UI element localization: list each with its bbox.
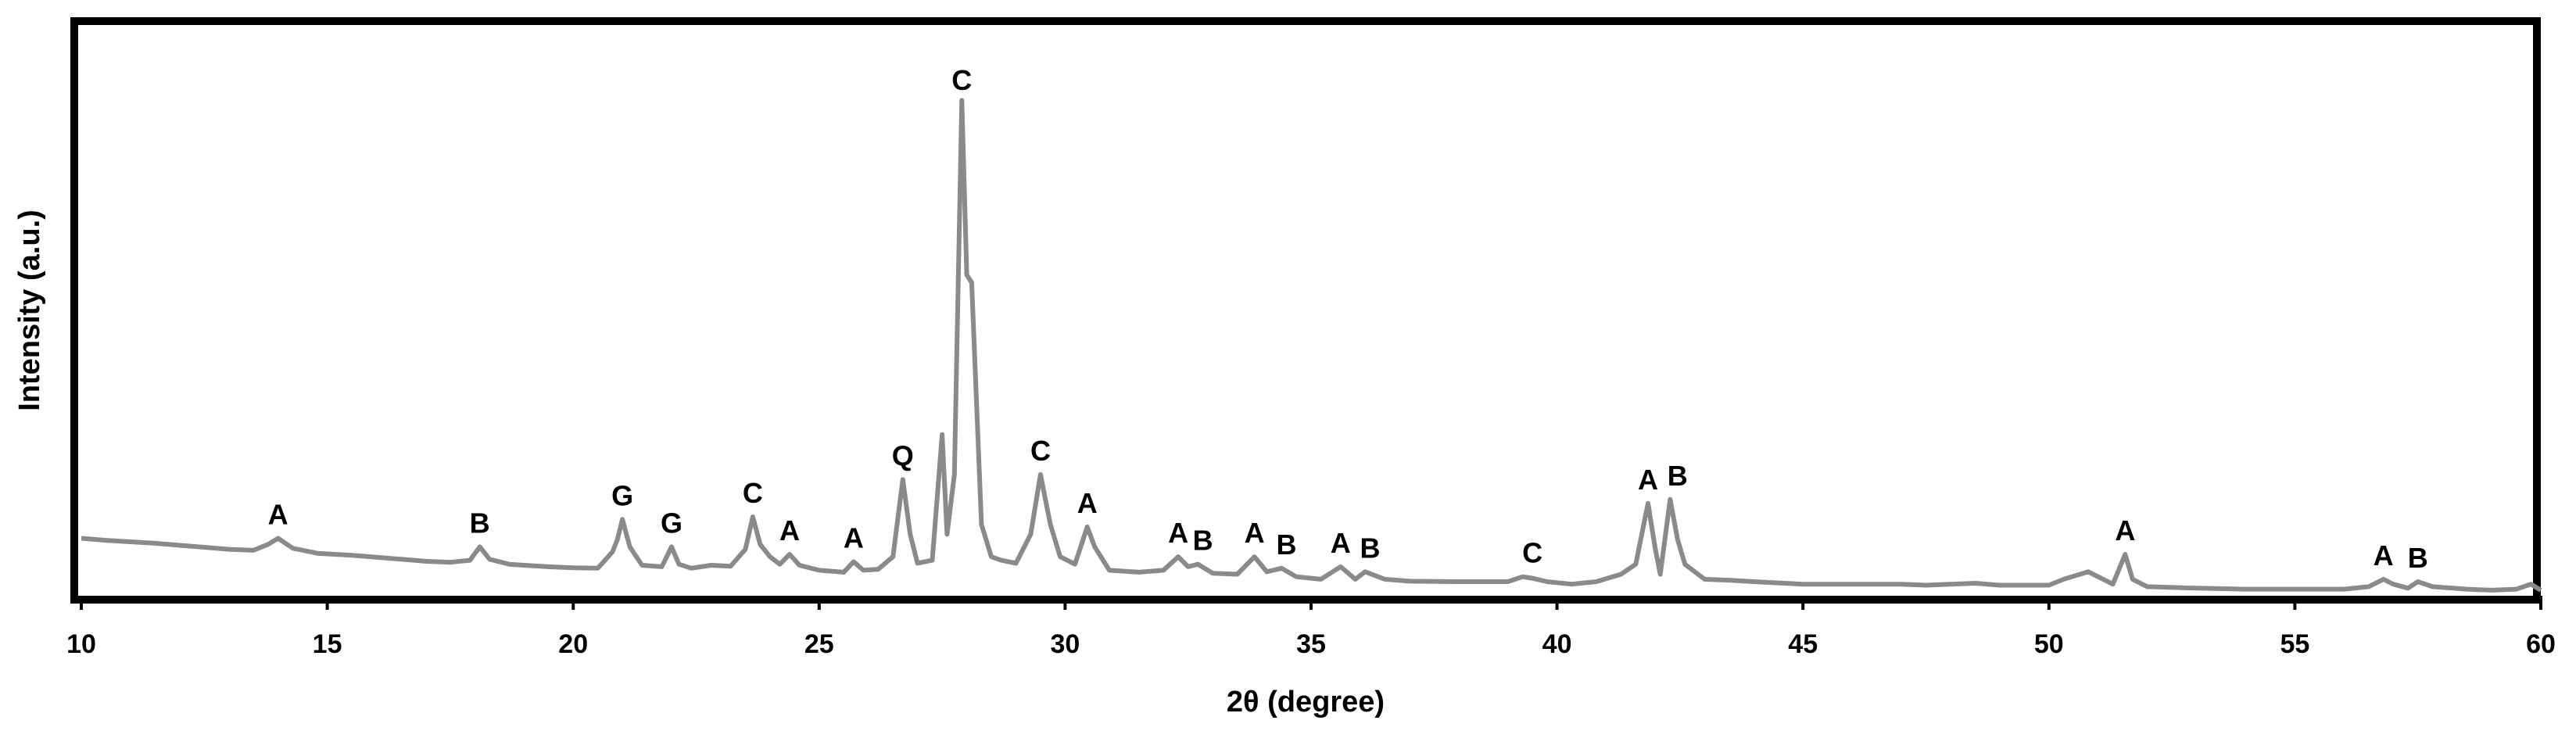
peak-label-0: A: [268, 499, 288, 531]
peak-label-13: A: [1245, 517, 1265, 549]
peak-label-3: G: [661, 507, 683, 539]
x-tick-label-40: 40: [1542, 629, 1572, 659]
peak-label-1: B: [470, 507, 490, 539]
peak-label-18: A: [1638, 464, 1658, 496]
y-axis-label: Intensity (a.u.): [13, 210, 46, 411]
peak-label-20: A: [2115, 514, 2135, 546]
x-axis-tick-labels: 10 15 20 25 30 35 40 45 50 55 60: [66, 629, 2556, 659]
x-tick-label-55: 55: [2280, 629, 2309, 659]
x-tick-label-45: 45: [1788, 629, 1818, 659]
x-tick-label-10: 10: [66, 629, 96, 659]
x-tick-label-35: 35: [1296, 629, 1326, 659]
x-tick-label-50: 50: [2034, 629, 2064, 659]
peak-label-6: A: [844, 522, 864, 554]
peak-label-9: C: [1030, 435, 1051, 467]
peak-label-14: B: [1277, 529, 1297, 561]
intensity-line: [81, 98, 2542, 593]
peak-label-16: B: [1360, 532, 1381, 564]
x-tick-label-15: 15: [313, 629, 342, 659]
peak-label-11: A: [1168, 517, 1188, 549]
peak-label-7: Q: [892, 439, 914, 471]
plot-frame: [70, 17, 2541, 604]
peak-label-8: C: [951, 64, 972, 96]
x-tick-label-30: 30: [1050, 629, 1080, 659]
peak-label-10: A: [1077, 487, 1098, 519]
peak-label-2: G: [611, 479, 633, 511]
x-axis-ticks: [80, 596, 2542, 610]
peak-label-12: B: [1193, 525, 1213, 557]
peak-label-4: C: [743, 477, 763, 509]
x-tick-label-25: 25: [804, 629, 834, 659]
x-tick-label-60: 60: [2526, 629, 2556, 659]
peak-label-19: B: [1668, 460, 1688, 492]
peak-label-21: A: [2374, 539, 2394, 572]
x-axis-label: 2θ (degree): [1227, 686, 1385, 718]
peak-label-17: C: [1522, 537, 1542, 569]
x-tick-label-20: 20: [558, 629, 588, 659]
peak-label-15: A: [1331, 527, 1351, 559]
peak-label-5: A: [779, 514, 800, 546]
peak-label-22: B: [2408, 542, 2428, 574]
